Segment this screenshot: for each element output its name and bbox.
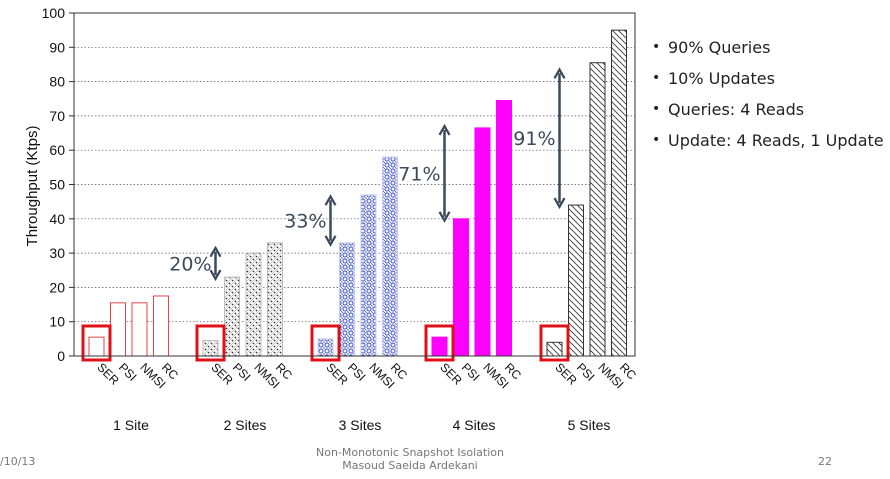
y-tick-label: 10 xyxy=(49,314,65,330)
bar-rc xyxy=(267,242,283,357)
bullet-text: 90% Queries xyxy=(668,38,771,57)
group-label: 4 Sites xyxy=(453,417,496,433)
footer-title-line: Non-Monotonic Snapshot Isolation xyxy=(316,446,504,459)
bar-psi xyxy=(224,276,240,357)
group-label: 3 Sites xyxy=(339,417,382,433)
bar-nmsi xyxy=(474,127,491,357)
annotations: 20% 33% 71% 91% xyxy=(81,67,570,362)
gap-percent-label: 33% xyxy=(284,211,326,233)
bullet-text: 10% Updates xyxy=(668,69,775,88)
category-label: SER xyxy=(94,360,122,388)
y-tick-label: 50 xyxy=(49,177,65,193)
plot-frame xyxy=(73,12,636,357)
footer-title: Non-Monotonic Snapshot Isolation Masoud … xyxy=(250,446,570,472)
y-tick-label: 0 xyxy=(57,348,65,364)
gap-percent-label: 91% xyxy=(513,128,555,150)
category-label: SER xyxy=(323,360,351,388)
y-tick-label: 40 xyxy=(49,211,65,227)
y-tick-label: 100 xyxy=(42,5,66,21)
bullet-marker: • xyxy=(652,101,661,117)
bar-psi xyxy=(453,218,469,357)
y-tick-label: 80 xyxy=(49,74,65,90)
footer-author-line: Masoud Saeida Ardekani xyxy=(342,459,478,472)
bar-nmsi xyxy=(245,252,262,357)
category-label: SER xyxy=(208,360,236,388)
category-label: PSI xyxy=(459,360,483,384)
bar-rc xyxy=(496,99,512,357)
bullet-marker: • xyxy=(652,39,661,55)
footer-date: /10/13 xyxy=(0,455,36,468)
gap-percent-label: 71% xyxy=(398,163,440,185)
category-label: SER xyxy=(552,360,580,388)
group-label: 2 Sites xyxy=(224,417,267,433)
bar-nmsi xyxy=(131,302,148,357)
group-label: 1 Site xyxy=(113,417,149,433)
bar-psi xyxy=(568,204,584,357)
category-label: PSI xyxy=(230,360,254,384)
group-label: 5 Sites xyxy=(568,417,611,433)
ser-highlight-box xyxy=(195,324,226,362)
bar-ser xyxy=(317,338,334,357)
bar-series xyxy=(88,29,627,357)
bullet-item: • Queries: 4 Reads xyxy=(652,100,888,119)
bar-psi xyxy=(339,242,355,357)
y-axis: 0 10 20 30 40 50 60 70 80 90 100 xyxy=(42,5,74,364)
bar-rc xyxy=(153,295,169,357)
ser-highlight-box xyxy=(310,324,341,362)
bullet-text: Queries: 4 Reads xyxy=(668,100,805,119)
bar-rc xyxy=(382,156,398,357)
y-tick-label: 70 xyxy=(49,108,65,124)
bullet-text: Update: 4 Reads, 1 Update xyxy=(668,131,884,150)
y-tick-label: 20 xyxy=(49,279,65,295)
ser-highlight-box xyxy=(424,324,455,362)
bullet-item: • 10% Updates xyxy=(652,69,888,88)
bullet-item: • 90% Queries xyxy=(652,38,888,57)
y-axis-title: Throughput (Ktps) xyxy=(24,126,41,247)
ser-highlight-box xyxy=(81,324,112,362)
bar-rc xyxy=(611,29,627,357)
bullet-marker: • xyxy=(652,132,661,148)
category-label: SER xyxy=(437,360,465,388)
gap-percent-label: 20% xyxy=(169,253,211,275)
bar-ser xyxy=(202,340,219,357)
bar-nmsi xyxy=(360,194,377,357)
bar-ser xyxy=(88,336,105,357)
category-label: PSI xyxy=(574,360,598,384)
y-tick-label: 30 xyxy=(49,245,65,261)
ser-highlight-box xyxy=(539,324,570,362)
y-tick-label: 90 xyxy=(49,39,65,55)
bar-psi xyxy=(110,302,126,357)
page-number: 22 xyxy=(818,455,832,468)
y-tick-label: 60 xyxy=(49,142,65,158)
bullet-list: • 90% Queries • 10% Updates • Queries: 4 Re… xyxy=(652,38,888,162)
bullet-item: • Update: 4 Reads, 1 Update xyxy=(652,131,888,150)
bar-ser xyxy=(431,336,448,357)
bar-nmsi xyxy=(589,62,606,357)
bullet-marker: • xyxy=(652,70,661,86)
category-label: PSI xyxy=(116,360,140,384)
category-label: PSI xyxy=(345,360,369,384)
bar-ser xyxy=(546,341,563,357)
